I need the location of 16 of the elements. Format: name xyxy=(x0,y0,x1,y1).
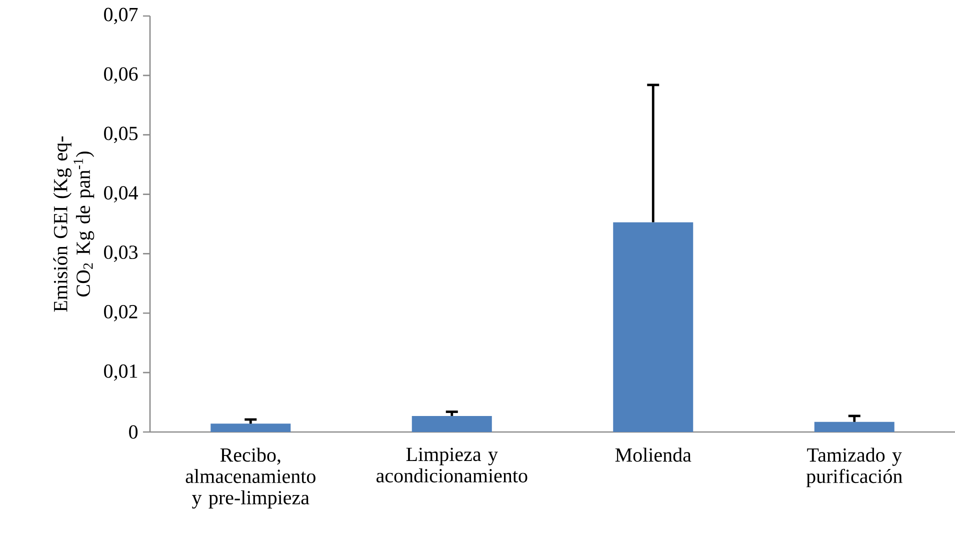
y-tick-label: 0 xyxy=(129,425,138,439)
bar xyxy=(412,416,492,432)
x-tick-label: Molienda xyxy=(615,448,692,462)
x-tick-label: Recibo, almacenamiento y pre-limpieza xyxy=(186,448,316,509)
y-tick-label: 0,02 xyxy=(104,304,138,322)
y-tick-label: 0,05 xyxy=(104,126,138,144)
x-tick-label: Limpieza y acondicionamiento xyxy=(376,448,528,482)
y-tick-label: 0,07 xyxy=(104,8,138,24)
y-tick-label: 0,01 xyxy=(104,364,138,381)
bar xyxy=(814,422,894,432)
bar xyxy=(210,424,291,432)
y-tick-label: 0,06 xyxy=(104,67,138,84)
y-tick-label: 0,03 xyxy=(104,246,138,262)
y-tick-label: 0,04 xyxy=(104,186,138,202)
x-tick-label: Tamizado y purificación xyxy=(806,448,902,488)
bar xyxy=(613,222,694,432)
